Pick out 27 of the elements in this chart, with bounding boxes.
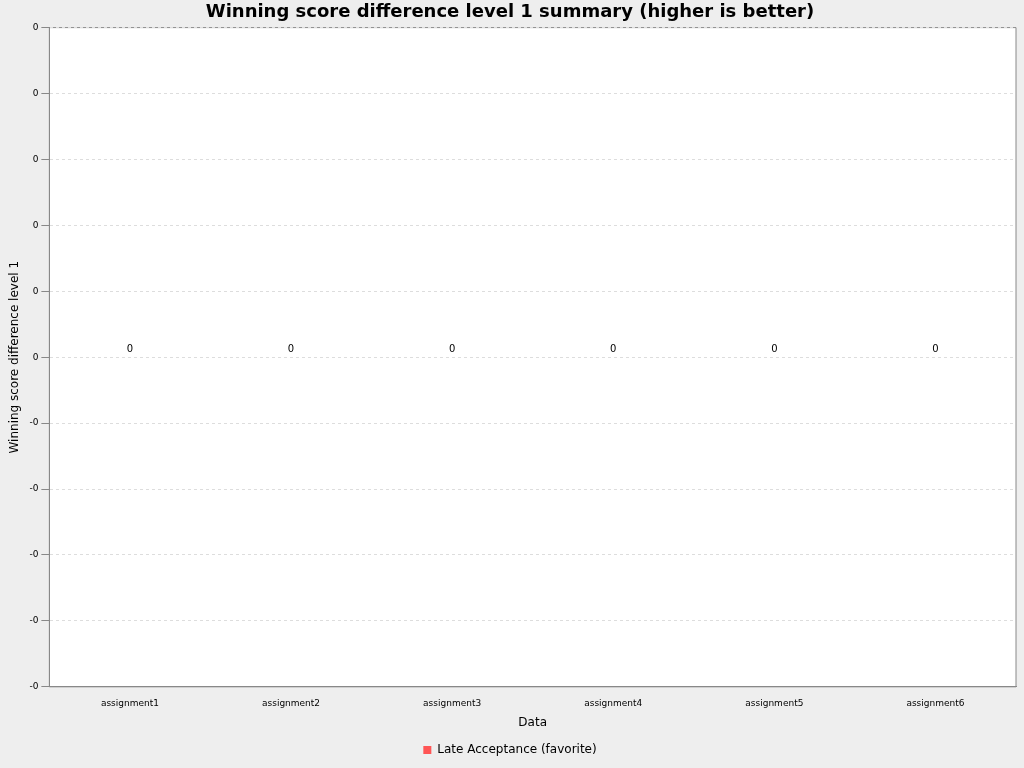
legend-label: Late Acceptance (favorite) [437,742,597,757]
y-tick-label: 0 [32,153,39,164]
y-tick-label: 0 [32,87,39,98]
y-tick-label: -0 [29,549,39,560]
data-label: 0 [287,342,295,354]
x-tick-label: assignment6 [906,697,965,708]
y-tick-label: 0 [32,21,39,32]
y-axis-title: Winning score difference level 1 [7,260,22,454]
data-label: 0 [932,342,939,354]
data-label: 0 [448,342,456,354]
y-tick-label: -0 [29,681,39,692]
y-tick-label: 0 [32,285,39,296]
y-tick-label: 0 [32,219,39,230]
chart-title: Winning score difference level 1 summary (higher is better) [205,0,815,22]
data-label: 0 [610,342,617,354]
y-tick-label: -0 [29,483,39,494]
y-tick-label: -0 [29,615,39,626]
x-tick-label: assignment2 [261,697,321,708]
x-tick-label: assignment5 [745,697,804,708]
x-tick-label: assignment1 [100,697,159,708]
y-tick-label: -0 [29,417,39,428]
x-axis-title: Data [518,714,548,729]
data-label: 0 [126,342,134,354]
x-tick-label: assignment3 [423,697,482,708]
x-tick-label: assignment4 [584,697,643,708]
y-tick-label: 0 [32,351,39,362]
data-label: 0 [771,342,778,354]
